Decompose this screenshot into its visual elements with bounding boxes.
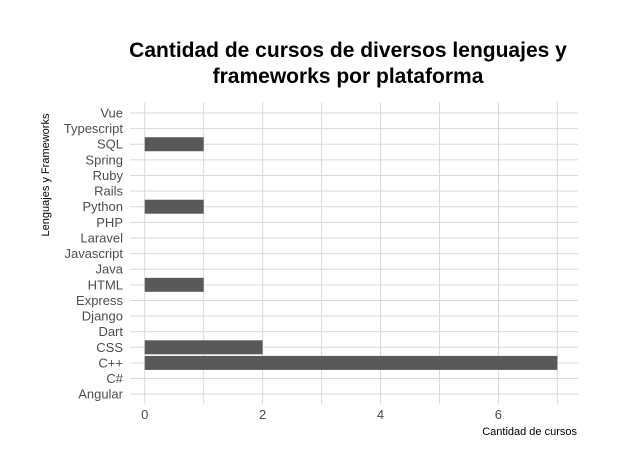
y-tick-label: Python: [83, 199, 123, 214]
x-tick-label: 4: [377, 407, 384, 422]
bar-html: [144, 277, 204, 292]
y-tick-label: Rails: [94, 184, 123, 199]
y-tick-label: Django: [82, 309, 123, 324]
y-tick-label: CSS: [96, 340, 123, 355]
y-tick-label: Spring: [85, 152, 123, 167]
y-tick-label: Dart: [98, 324, 123, 339]
y-tick-label: Angular: [78, 387, 123, 402]
bar-python: [144, 199, 204, 214]
x-axis-label: Cantidad de cursos: [482, 426, 577, 438]
y-tick-label: Vue: [100, 106, 123, 121]
y-tick-label: Javascript: [64, 246, 123, 261]
y-tick-label: Laravel: [80, 230, 123, 245]
bar-sql: [144, 137, 204, 152]
y-axis-label: Lenguajes y Frameworks: [40, 113, 52, 236]
y-tick-label: Java: [96, 262, 124, 277]
x-tick-label: 0: [141, 407, 148, 422]
y-tick-label: Typescript: [64, 121, 124, 136]
x-tick-label: 6: [495, 407, 502, 422]
chart-title-line-2: frameworks por plataforma: [213, 65, 484, 88]
x-tick-labels: 0 2 4 6: [141, 407, 502, 422]
y-tick-label: Express: [76, 293, 123, 308]
y-tick-label: SQL: [97, 137, 123, 152]
y-tick-label: PHP: [96, 215, 123, 230]
bar-css: [144, 340, 263, 355]
bar-c-: [144, 355, 558, 370]
bars: [144, 137, 558, 370]
grid-lines: [130, 102, 578, 404]
x-tick-label: 2: [259, 407, 266, 422]
y-tick-label: C++: [98, 355, 123, 370]
y-tick-label: Ruby: [93, 168, 124, 183]
chart-title-line-1: Cantidad de cursos de diversos lenguajes…: [129, 39, 567, 62]
y-tick-label: HTML: [88, 277, 123, 292]
y-tick-labels: AngularC#C++CSSDartDjangoExpressHTMLJava…: [64, 106, 124, 402]
y-tick-label: C#: [106, 371, 123, 386]
